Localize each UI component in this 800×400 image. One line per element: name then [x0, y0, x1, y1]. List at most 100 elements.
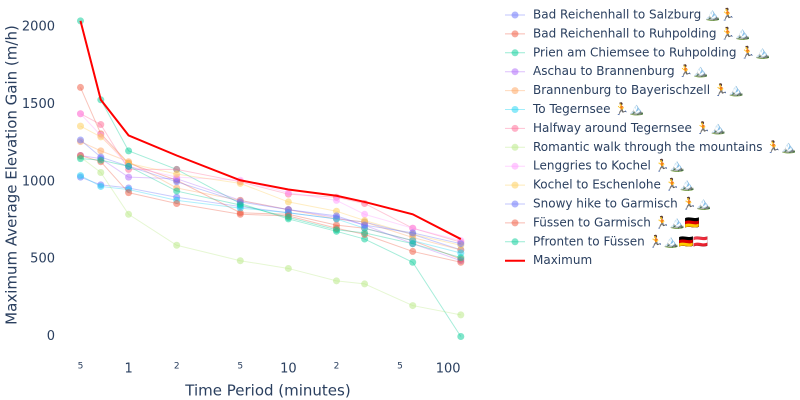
- point: [97, 182, 105, 190]
- point: [409, 302, 417, 310]
- point: [332, 226, 340, 234]
- series-line: [80, 156, 461, 316]
- point: [361, 280, 369, 288]
- point: [284, 189, 292, 197]
- legend-marker: [511, 11, 519, 19]
- legend-marker: [511, 181, 519, 189]
- legend-label[interactable]: Pfronten to Füssen 🏃🏔️🇩🇪🇦🇹: [533, 234, 708, 248]
- legend-marker: [511, 124, 519, 132]
- point: [284, 198, 292, 206]
- series-line: [80, 87, 461, 260]
- legend-label[interactable]: Prien am Chiemsee to Ruhpolding 🏃🏔️: [533, 45, 770, 59]
- series-line: [80, 141, 461, 251]
- point: [361, 229, 369, 237]
- series-line: [80, 139, 461, 245]
- legend-marker: [511, 162, 519, 170]
- point: [236, 201, 244, 209]
- point: [125, 173, 133, 181]
- point: [284, 264, 292, 272]
- x-tick-label: 2: [334, 362, 340, 372]
- point: [284, 206, 292, 214]
- point: [173, 199, 181, 207]
- point: [76, 83, 84, 91]
- legend-marker: [511, 30, 519, 38]
- point: [76, 172, 84, 180]
- point: [76, 110, 84, 118]
- series-line: [80, 155, 461, 263]
- point: [409, 240, 417, 248]
- legend-label[interactable]: Halfway around Tegernsee 🏃🏔️: [533, 121, 726, 135]
- point: [409, 247, 417, 255]
- point: [457, 254, 465, 262]
- point: [457, 333, 465, 341]
- point: [97, 169, 105, 177]
- point: [125, 147, 133, 155]
- legend-marker: [511, 49, 519, 57]
- legend-label[interactable]: Bad Reichenhall to Salzburg 🏔️🏃: [533, 8, 735, 22]
- point: [332, 277, 340, 285]
- x-tick-label: 1: [124, 362, 132, 377]
- legend-marker: [511, 219, 519, 227]
- x-tick-label: 5: [397, 362, 403, 372]
- point: [76, 136, 84, 144]
- legend-label[interactable]: Snowy hike to Garmisch 🏃🏔️: [533, 197, 711, 211]
- point: [125, 162, 133, 170]
- point: [125, 189, 133, 197]
- x-tick-label: 100: [436, 362, 461, 377]
- legend-label[interactable]: To Tegernsee 🏃🏔️: [532, 102, 644, 116]
- legend-label[interactable]: Brannenburg to Bayerischzell 🏃🏔️: [533, 83, 744, 97]
- point: [361, 210, 369, 218]
- point: [97, 156, 105, 164]
- legend-marker: [511, 143, 519, 151]
- point: [284, 213, 292, 221]
- point: [332, 212, 340, 220]
- point: [173, 241, 181, 249]
- x-tick-label: 2: [174, 362, 180, 372]
- legend-marker: [511, 87, 519, 95]
- point: [125, 210, 133, 218]
- legend-marker: [511, 200, 519, 208]
- y-axis-title: Maximum Average Elevation Gain (m/h): [3, 25, 21, 325]
- y-tick-label: 2000: [22, 20, 55, 35]
- legend-label[interactable]: Füssen to Garmisch 🏃🏔️🇩🇪: [533, 215, 700, 229]
- y-tick-label: 1500: [22, 97, 55, 112]
- point: [76, 155, 84, 163]
- point: [97, 121, 105, 129]
- series-line: [80, 20, 462, 337]
- point: [457, 311, 465, 319]
- y-tick-label: 500: [30, 252, 55, 267]
- series-line: [80, 113, 461, 242]
- x-tick-label: 10: [280, 362, 297, 377]
- legend-marker: [511, 106, 519, 113]
- point: [236, 257, 244, 265]
- x-axis-title: Time Period (minutes): [184, 382, 350, 400]
- legend-marker: [511, 238, 519, 246]
- point: [173, 170, 181, 178]
- legend-label[interactable]: Bad Reichenhall to Ruhpolding 🏃🏔️: [533, 26, 750, 40]
- maximum-line: [79, 20, 462, 240]
- point: [173, 178, 181, 186]
- series-line: [80, 155, 461, 262]
- legend-label[interactable]: Romantic walk through the mountains 🏃🏔️: [533, 140, 796, 154]
- x-tick-label: 5: [78, 362, 84, 372]
- legend-label[interactable]: Aschau to Brannenburg 🏃🏔️: [533, 64, 708, 78]
- point: [409, 229, 417, 237]
- point: [457, 240, 465, 248]
- series-line: [80, 113, 461, 243]
- point: [76, 122, 84, 130]
- series-line: [80, 175, 461, 254]
- point: [173, 187, 181, 195]
- point: [409, 258, 417, 266]
- y-tick-label: 1000: [22, 174, 55, 189]
- y-tick-label: 0: [47, 329, 55, 344]
- point: [332, 196, 340, 204]
- point: [361, 221, 369, 229]
- point: [236, 210, 244, 218]
- legend-label[interactable]: Kochel to Eschenlohe 🏃🏔️: [533, 178, 695, 192]
- legend-label[interactable]: Maximum: [533, 253, 592, 267]
- x-tick-label: 5: [237, 362, 243, 372]
- series-line: [80, 176, 461, 251]
- series-line: [80, 158, 461, 259]
- legend-label[interactable]: Lenggries to Kochel 🏃🏔️: [533, 159, 685, 173]
